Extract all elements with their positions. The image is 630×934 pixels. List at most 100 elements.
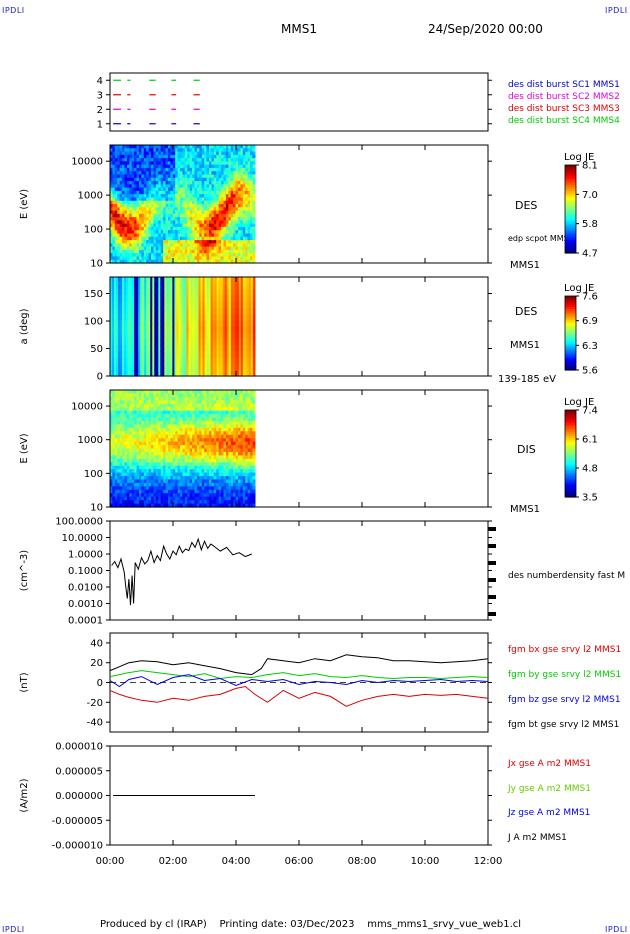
- dis-energy-heatmap-cell: [153, 503, 157, 508]
- des-energy-heatmap-cell: [189, 240, 193, 244]
- des-energy-heatmap-cell: [143, 158, 147, 162]
- des-energy-heatmap-cell: [172, 190, 176, 195]
- des-energy-heatmap-cell: [189, 226, 193, 231]
- des-energy-heatmap-cell: [122, 197, 126, 202]
- des-energy-heatmap-cell: [134, 253, 138, 258]
- des-energy-heatmap-cell: [209, 200, 213, 205]
- dis-energy-heatmap-cell: [151, 403, 155, 408]
- dis-energy-heatmap-cell: [124, 427, 128, 432]
- des-energy-heatmap-cell: [167, 233, 171, 238]
- des-pitch-heatmap-cell: [188, 307, 192, 315]
- dis-energy-heatmap-cell: [177, 417, 181, 422]
- dis-energy-heatmap-cell: [112, 400, 116, 405]
- des-energy-heatmap-cell: [160, 204, 164, 208]
- des-energy-heatmap-cell: [117, 187, 121, 192]
- dis-energy-heatmap-cell: [114, 424, 118, 429]
- des-energy-heatmap-cell: [180, 204, 184, 208]
- des-pitch-heatmap-cell: [212, 357, 216, 365]
- des-energy-heatmap-cell: [218, 171, 222, 176]
- dis-energy-heatmap-cell: [138, 469, 142, 474]
- des-energy-heatmap-cell: [184, 246, 188, 251]
- des-energy-heatmap-cell: [209, 236, 213, 241]
- des-pitch-heatmap-cell: [132, 357, 135, 365]
- des-energy-heatmap-cell: [206, 217, 210, 221]
- dis-energy-heatmap-cell: [160, 479, 164, 484]
- dis-energy-heatmap-cell: [126, 403, 130, 408]
- dis-energy-heatmap-cell: [110, 458, 114, 463]
- dis-energy-heatmap-cell: [141, 472, 145, 477]
- des-energy-heatmap-cell: [151, 151, 155, 156]
- des-energy-heatmap-cell: [201, 223, 205, 228]
- des-energy-heatmap-cell: [221, 145, 225, 149]
- dis-energy-heatmap-cell: [163, 482, 167, 487]
- des-pitch-heatmap-cell: [190, 307, 194, 315]
- des-energy-heatmap-cell: [151, 249, 155, 254]
- dis-energy-heatmap-cell: [180, 469, 184, 474]
- des-energy-heatmap-cell: [175, 187, 179, 192]
- des-energy-heatmap-cell: [153, 249, 157, 254]
- des-pitch-heatmap-cell: [192, 295, 196, 303]
- dis-energy-heatmap-cell: [124, 414, 128, 419]
- des-pitch-heatmap-cell: [180, 345, 184, 352]
- des-energy-heatmap-cell: [112, 171, 116, 176]
- des-pitch-heatmap-cell: [122, 295, 125, 303]
- des-energy-heatmap-cell: [194, 158, 198, 162]
- des-energy-heatmap-cell: [167, 161, 171, 166]
- des-energy-heatmap-cell: [216, 158, 220, 162]
- des-pitch-heatmap-cell: [110, 326, 113, 334]
- des-energy-heatmap-cell: [250, 174, 254, 179]
- des-energy-heatmap-cell: [211, 220, 215, 225]
- des-energy-heatmap-cell: [201, 233, 205, 238]
- des-energy-heatmap-cell: [209, 181, 213, 185]
- des-pitch-heatmap-cell: [196, 332, 200, 340]
- des-pitch-heatmap-cell: [214, 369, 218, 377]
- des-pitch-heatmap-cell: [120, 320, 123, 328]
- dis-energy-heatmap-cell: [110, 503, 114, 508]
- dis-energy-heatmap-cell: [182, 472, 186, 477]
- des-energy-heatmap-cell: [233, 145, 237, 149]
- des-energy-heatmap-cell: [160, 210, 164, 215]
- des-pitch-heatmap-cell: [186, 314, 190, 321]
- dis-energy-heatmap-cell: [124, 458, 128, 463]
- des-pitch-heatmap-cell: [174, 283, 178, 290]
- des-pitch-heatmap-cell: [150, 363, 153, 371]
- des-energy-heatmap-cell: [165, 187, 169, 192]
- des-energy-heatmap-cell: [163, 223, 167, 228]
- des-pitch-heatmap-cell: [110, 357, 113, 365]
- dis-energy-heatmap-cell: [167, 420, 171, 426]
- des-pitch-heatmap-cell: [232, 357, 236, 365]
- dis-energy-heatmap-cell: [143, 486, 147, 491]
- des-energy-heatmap-cell: [216, 253, 220, 258]
- des-energy-heatmap-cell: [177, 145, 181, 149]
- dis-energy-heatmap-cell: [172, 462, 176, 467]
- dis-energy-heatmap-cell: [158, 448, 162, 453]
- des-pitch-heatmap-cell: [168, 338, 171, 346]
- dis-energy-heatmap-cell: [160, 465, 164, 470]
- des-pitch-heatmap-cell: [180, 314, 184, 321]
- des-energy-heatmap-cell: [158, 249, 162, 254]
- dis-energy-heatmap-cell: [196, 410, 200, 415]
- dis-energy-heatmap-cell: [201, 396, 205, 401]
- des-pitch-heatmap-cell: [166, 332, 169, 340]
- des-energy-heatmap-cell: [194, 240, 198, 244]
- des-energy-heatmap-cell: [134, 171, 138, 176]
- des-pitch-heatmap-cell: [172, 332, 175, 340]
- des-energy-heatmap-cell: [250, 259, 254, 264]
- des-energy-heatmap-cell: [242, 246, 246, 251]
- dis-energy-heatmap-cell: [206, 393, 210, 398]
- des-energy-heatmap-cell: [225, 236, 229, 241]
- dis-energy-heatmap-cell: [211, 503, 215, 508]
- des-pitch-heatmap-cell: [158, 369, 161, 377]
- des-pitch-heatmap-cell: [120, 277, 123, 284]
- des-energy-heatmap-cell: [199, 220, 203, 225]
- dis-energy-heatmap-cell: [136, 503, 140, 508]
- des-energy-heatmap-cell: [201, 210, 205, 215]
- des-energy-heatmap-cell: [213, 233, 217, 238]
- des-energy-heatmap-cell: [245, 177, 249, 182]
- dis-energy-heatmap-cell: [209, 393, 213, 398]
- des-energy-heatmap-cell: [194, 161, 198, 166]
- dis-energy-heatmap-cell: [196, 417, 200, 422]
- des-pitch-heatmap-cell: [158, 338, 161, 346]
- des-energy-heatmap-cell: [199, 243, 203, 248]
- des-pitch-heatmap-cell: [128, 369, 131, 377]
